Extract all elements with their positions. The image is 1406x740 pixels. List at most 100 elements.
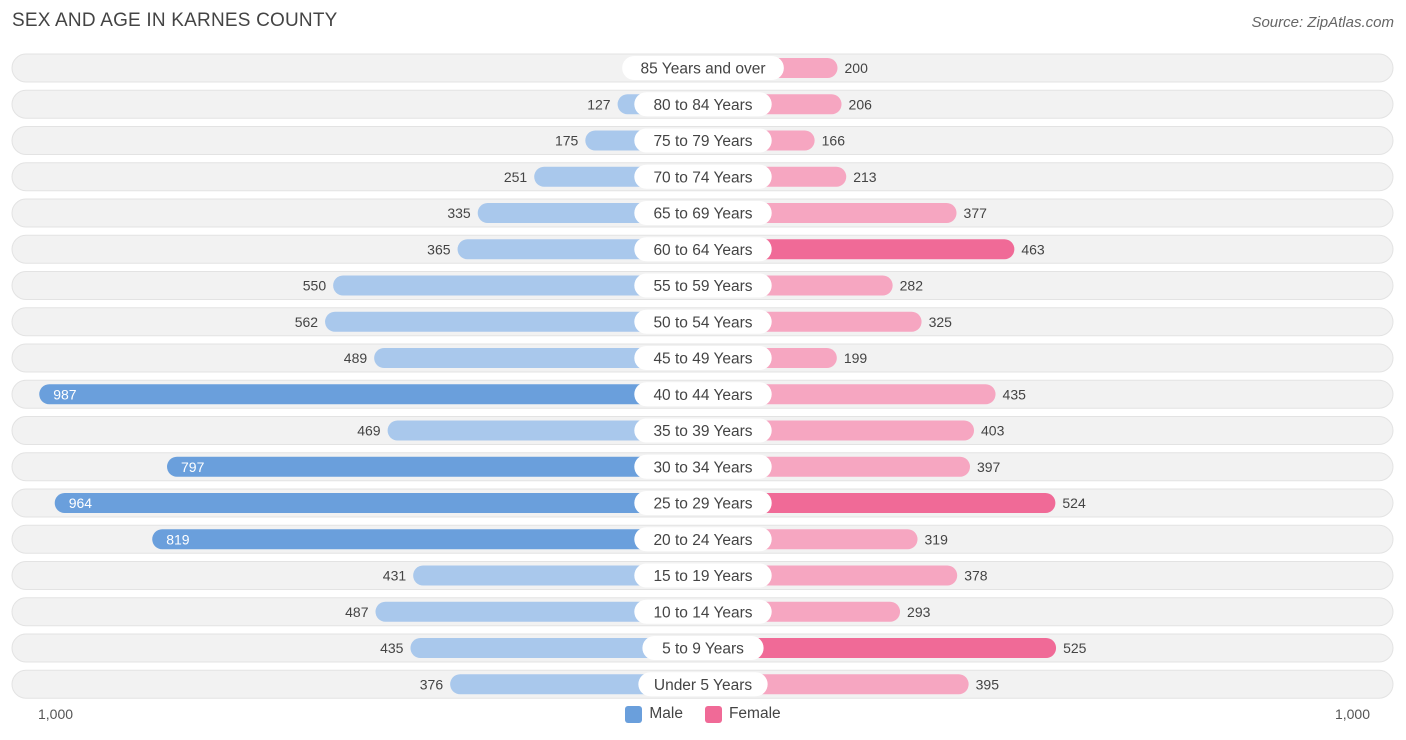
female-value-label: 213 bbox=[853, 169, 877, 185]
category-pill bbox=[634, 309, 772, 334]
legend-label-female: Female bbox=[728, 705, 781, 722]
female-value-label: 395 bbox=[976, 676, 1000, 692]
category-label: 10 to 14 Years bbox=[653, 604, 752, 621]
male-value-label: 562 bbox=[295, 314, 319, 330]
male-value-label: 376 bbox=[420, 676, 444, 692]
category-label: 80 to 84 Years bbox=[653, 97, 752, 114]
legend-item-female[interactable]: Female bbox=[704, 705, 781, 723]
category-pill bbox=[642, 636, 764, 660]
category-label: 25 to 29 Years bbox=[653, 496, 752, 513]
male-bar[interactable] bbox=[54, 493, 703, 513]
female-bar[interactable] bbox=[703, 239, 1015, 260]
male-value-label: 365 bbox=[427, 241, 451, 257]
female-value-label: 525 bbox=[1063, 640, 1087, 656]
category-label: 45 to 49 Years bbox=[653, 351, 752, 368]
category-pill bbox=[634, 527, 772, 552]
female-value-label: 524 bbox=[1062, 495, 1086, 511]
male-value-label: 819 bbox=[166, 531, 190, 547]
category-pill bbox=[634, 418, 772, 443]
category-label: 50 to 54 Years bbox=[653, 314, 752, 331]
female-value-label: 282 bbox=[900, 278, 924, 294]
category-label: 40 to 44 Years bbox=[653, 387, 752, 404]
category-label: 55 to 59 Years bbox=[653, 278, 752, 295]
male-value-label: 175 bbox=[555, 133, 579, 149]
category-pill bbox=[634, 237, 772, 262]
category-label: 60 to 64 Years bbox=[653, 242, 752, 259]
female-bar[interactable] bbox=[703, 420, 975, 441]
axis-left-label: 1,000 bbox=[38, 706, 74, 722]
female-value-label: 377 bbox=[964, 205, 988, 221]
male-bar[interactable] bbox=[167, 456, 703, 477]
category-label: 20 to 24 Years bbox=[653, 532, 752, 549]
male-value-label: 964 bbox=[69, 495, 93, 511]
category-pill bbox=[634, 201, 772, 225]
category-pill bbox=[634, 491, 772, 515]
female-bar[interactable] bbox=[703, 638, 1057, 658]
legend-swatch-male bbox=[625, 705, 643, 723]
category-pill bbox=[634, 346, 772, 370]
female-value-label: 325 bbox=[929, 314, 953, 330]
male-bar[interactable] bbox=[152, 529, 703, 550]
category-label: Under 5 Years bbox=[654, 677, 752, 694]
chart-title: SEX AND AGE IN KARNES COUNTY bbox=[12, 10, 338, 31]
male-value-label: 469 bbox=[357, 423, 381, 439]
category-pill bbox=[638, 672, 768, 697]
axis-right-label: 1,000 bbox=[1334, 706, 1370, 722]
female-value-label: 463 bbox=[1021, 241, 1045, 257]
female-bar[interactable] bbox=[703, 384, 996, 405]
female-bar[interactable] bbox=[703, 493, 1056, 513]
category-pill bbox=[634, 599, 772, 624]
male-value-label: 127 bbox=[587, 96, 611, 112]
female-bar[interactable] bbox=[703, 674, 969, 695]
male-value-label: 489 bbox=[344, 350, 368, 366]
female-value-label: 397 bbox=[977, 459, 1001, 475]
male-value-label: 987 bbox=[53, 386, 77, 402]
legend-label-male: Male bbox=[649, 705, 683, 722]
male-bar[interactable] bbox=[333, 275, 703, 296]
male-value-label: 335 bbox=[447, 205, 471, 221]
female-value-label: 403 bbox=[981, 423, 1005, 439]
male-bar[interactable] bbox=[413, 565, 703, 586]
male-value-label: 550 bbox=[303, 278, 327, 294]
male-bar[interactable] bbox=[325, 311, 703, 332]
legend-swatch-female bbox=[704, 705, 722, 723]
legend-item-male[interactable]: Male bbox=[625, 705, 683, 723]
female-value-label: 319 bbox=[925, 531, 949, 547]
male-value-label: 487 bbox=[345, 604, 369, 620]
male-bar[interactable] bbox=[410, 638, 703, 658]
category-pill bbox=[634, 563, 772, 588]
male-value-label: 797 bbox=[181, 459, 205, 475]
male-bar[interactable] bbox=[374, 348, 703, 368]
category-label: 65 to 69 Years bbox=[653, 206, 752, 223]
female-value-label: 206 bbox=[849, 96, 873, 112]
category-label: 30 to 34 Years bbox=[653, 459, 752, 476]
category-pill bbox=[634, 382, 772, 407]
female-value-label: 378 bbox=[964, 568, 988, 584]
female-value-label: 200 bbox=[845, 60, 869, 76]
category-label: 70 to 74 Years bbox=[653, 169, 752, 186]
category-pill bbox=[622, 56, 784, 80]
legend: Male Female bbox=[0, 705, 1406, 723]
male-bar[interactable] bbox=[39, 384, 704, 405]
male-bar[interactable] bbox=[387, 420, 703, 441]
category-label: 35 to 39 Years bbox=[653, 423, 752, 440]
category-label: 75 to 79 Years bbox=[653, 133, 752, 150]
category-pill bbox=[634, 454, 772, 479]
male-value-label: 435 bbox=[380, 640, 404, 656]
male-value-label: 431 bbox=[383, 568, 407, 584]
male-value-label: 251 bbox=[504, 169, 528, 185]
category-pill bbox=[634, 164, 772, 189]
source-label: Source: ZipAtlas.com bbox=[1251, 14, 1394, 31]
female-value-label: 293 bbox=[907, 604, 931, 620]
category-label: 5 to 9 Years bbox=[662, 641, 744, 658]
category-label: 15 to 19 Years bbox=[653, 568, 752, 585]
category-pill bbox=[634, 128, 772, 153]
female-value-label: 435 bbox=[1003, 386, 1027, 402]
category-pill bbox=[634, 92, 772, 117]
category-label: 85 Years and over bbox=[641, 61, 766, 78]
female-value-label: 199 bbox=[844, 350, 868, 366]
male-bar[interactable] bbox=[375, 601, 703, 622]
female-value-label: 166 bbox=[822, 133, 846, 149]
category-pill bbox=[634, 273, 772, 298]
